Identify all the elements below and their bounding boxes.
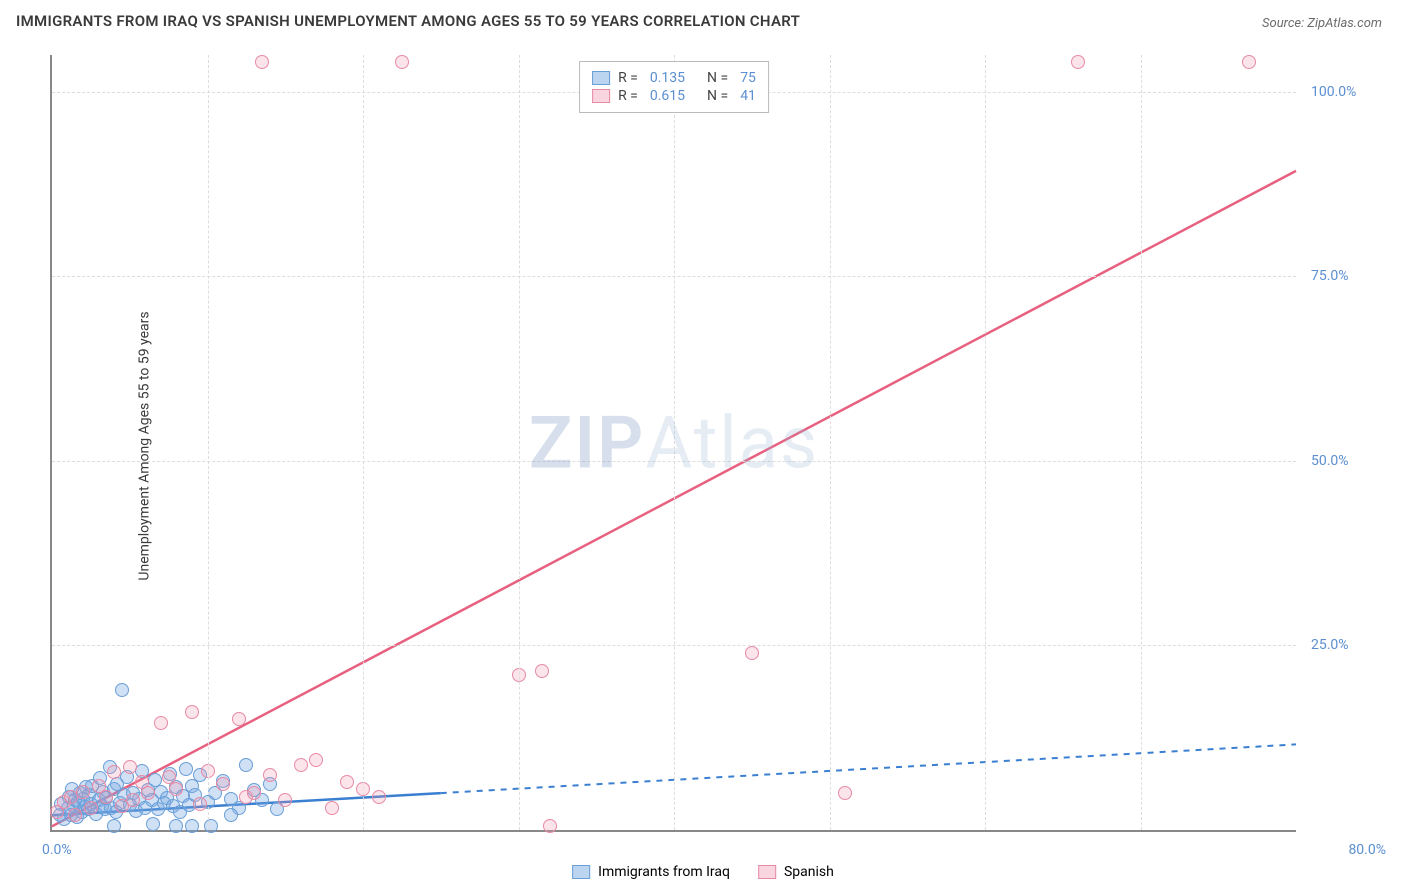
point-pink [68, 808, 82, 822]
point-blue [204, 819, 218, 833]
point-pink [278, 793, 292, 807]
point-pink [84, 801, 98, 815]
gridline-v [519, 55, 520, 830]
point-pink [1242, 55, 1256, 69]
gridline-v [674, 55, 675, 830]
swatch-blue-icon [572, 865, 590, 879]
point-pink [216, 777, 230, 791]
gridline-v [208, 55, 209, 830]
r-value-pink: 0.615 [650, 88, 685, 104]
point-pink [294, 758, 308, 772]
point-pink [154, 716, 168, 730]
legend-item-blue: Immigrants from Iraq [572, 864, 730, 880]
point-pink [141, 786, 155, 800]
point-pink [372, 790, 386, 804]
point-pink [169, 782, 183, 796]
chart-source: Source: ZipAtlas.com [1262, 16, 1382, 31]
swatch-pink-icon [592, 89, 610, 103]
point-pink [543, 819, 557, 833]
legend-label-pink: Spanish [784, 864, 834, 880]
n-value-pink: 41 [740, 88, 756, 104]
legend-stats-row-pink: R = 0.615 N = 41 [592, 88, 756, 104]
point-blue [239, 758, 253, 772]
r-label: R = [618, 70, 638, 86]
gridline-v [1141, 55, 1142, 830]
point-pink [340, 775, 354, 789]
x-tick-max: 80.0% [1348, 842, 1386, 858]
point-pink [193, 797, 207, 811]
swatch-pink-icon [758, 865, 776, 879]
y-tick-label: 50.0% [1311, 453, 1391, 469]
point-pink [99, 790, 113, 804]
point-pink [535, 664, 549, 678]
legend-label-blue: Immigrants from Iraq [598, 864, 730, 880]
legend-item-pink: Spanish [758, 864, 834, 880]
legend-stats: R = 0.135 N = 75 R = 0.615 N = 41 [579, 61, 769, 113]
point-pink [107, 765, 121, 779]
point-pink [745, 646, 759, 660]
point-blue [179, 762, 193, 776]
plot-area: ZIPAtlas R = 0.135 N = 75 R = 0.615 N = … [50, 55, 1296, 832]
x-tick-min: 0.0% [42, 842, 72, 858]
point-pink [126, 793, 140, 807]
point-blue [169, 819, 183, 833]
point-pink [395, 55, 409, 69]
point-blue [107, 819, 121, 833]
gridline-v [985, 55, 986, 830]
point-pink [76, 785, 90, 799]
gridline-v [363, 55, 364, 830]
point-pink [838, 786, 852, 800]
y-tick-label: 75.0% [1311, 268, 1391, 284]
point-blue [185, 819, 199, 833]
r-label: R = [618, 88, 638, 104]
r-value-blue: 0.135 [650, 70, 685, 86]
n-value-blue: 75 [740, 70, 756, 86]
point-pink [325, 801, 339, 815]
point-pink [309, 753, 323, 767]
swatch-blue-icon [592, 71, 610, 85]
n-label: N = [707, 88, 728, 104]
y-tick-label: 100.0% [1311, 84, 1391, 100]
chart-title: IMMIGRANTS FROM IRAQ VS SPANISH UNEMPLOY… [16, 12, 800, 30]
legend-stats-row-blue: R = 0.135 N = 75 [592, 70, 756, 86]
n-label: N = [707, 70, 728, 86]
point-pink [255, 55, 269, 69]
point-pink [1071, 55, 1085, 69]
point-pink [123, 760, 137, 774]
point-pink [247, 786, 261, 800]
point-pink [185, 705, 199, 719]
gridline-v [830, 55, 831, 830]
point-pink [232, 712, 246, 726]
point-blue [224, 808, 238, 822]
point-blue [146, 817, 160, 831]
point-blue [115, 683, 129, 697]
y-tick-label: 25.0% [1311, 637, 1391, 653]
point-pink [263, 768, 277, 782]
legend-series: Immigrants from Iraq Spanish [572, 864, 834, 880]
